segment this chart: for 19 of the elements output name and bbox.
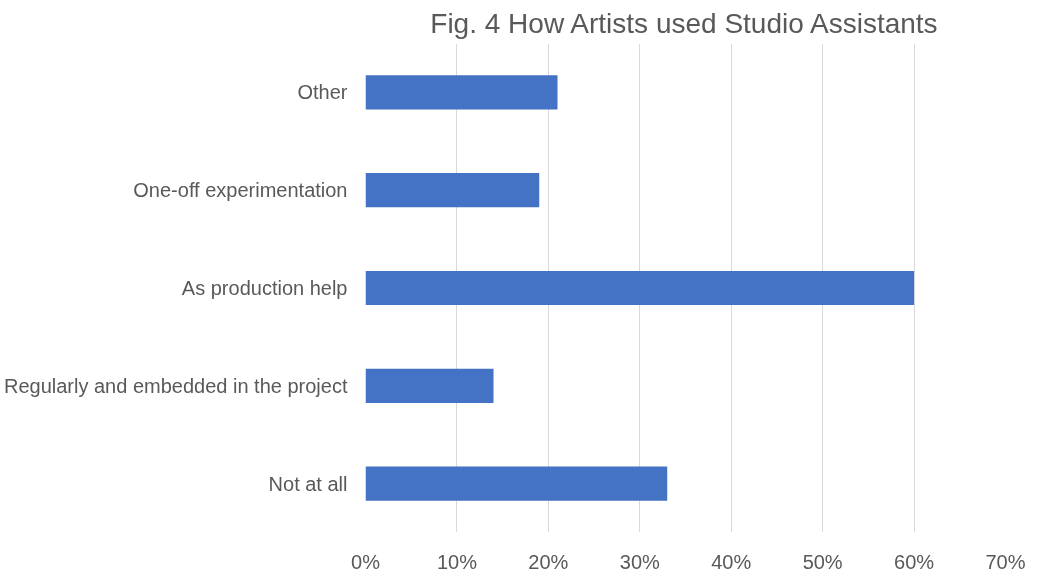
x-tick-label: 30% xyxy=(619,550,661,573)
x-tick-label: 20% xyxy=(528,550,569,573)
bar xyxy=(365,173,540,208)
bar xyxy=(365,466,668,501)
bar xyxy=(365,75,558,110)
y-tick-label: As production help xyxy=(181,277,348,299)
x-tick-label: 0% xyxy=(351,550,381,573)
x-tick-label: 40% xyxy=(711,550,752,573)
y-tick-label: Not at all xyxy=(268,472,348,495)
y-tick-label: Regularly and embedded in the project xyxy=(3,374,348,397)
bar xyxy=(365,270,915,306)
x-tick-label: 10% xyxy=(436,550,478,573)
chart-title: Fig. 4 How Artists used Studio Assistants xyxy=(430,7,938,39)
y-tick-label: Other xyxy=(297,81,348,104)
x-tick-label: 70% xyxy=(985,550,1026,573)
bar xyxy=(365,368,494,403)
y-tick-label: One-off experimentation xyxy=(133,179,348,202)
x-tick-label: 60% xyxy=(894,550,935,573)
x-tick-label: 50% xyxy=(802,550,843,573)
